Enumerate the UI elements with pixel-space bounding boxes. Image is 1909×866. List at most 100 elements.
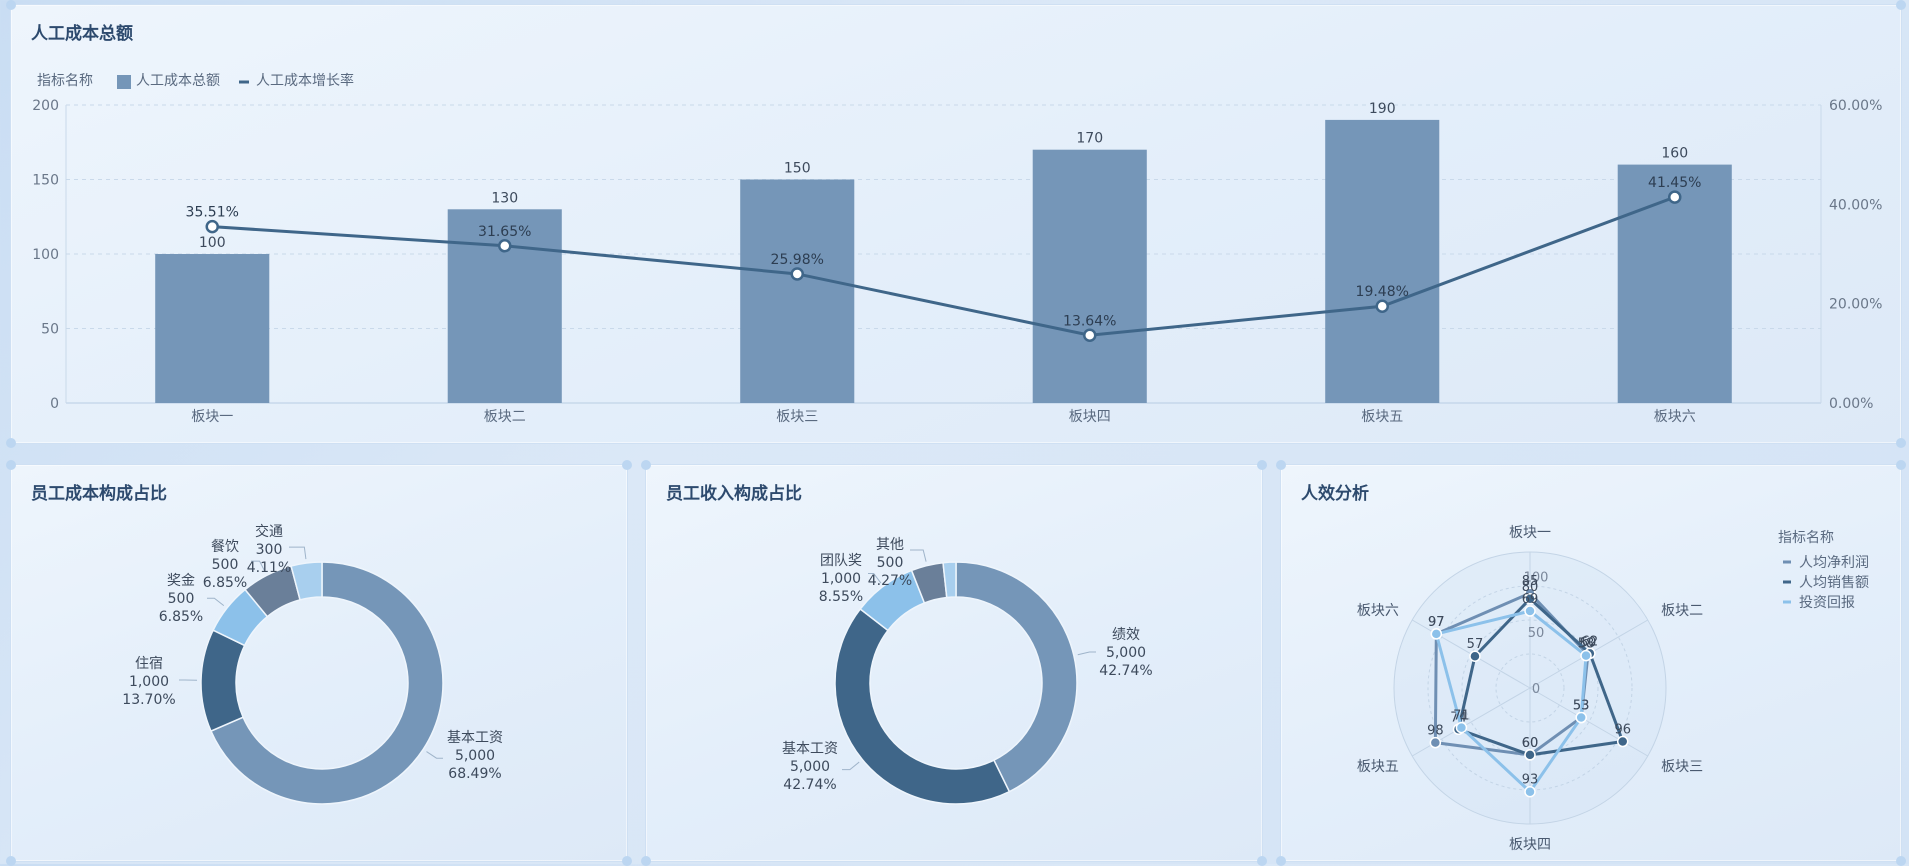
slice-value-label: 300 xyxy=(256,542,283,558)
radar-indicator-label: 板块三 xyxy=(1661,759,1703,775)
y-left-tick: 150 xyxy=(32,173,59,189)
label-leader-line xyxy=(207,598,224,605)
growth-rate-label: 13.64% xyxy=(1063,313,1116,329)
slice-value-label: 1,000 xyxy=(129,674,169,690)
radar-point xyxy=(1618,737,1628,747)
slice-percent-label: 8.55% xyxy=(819,589,863,605)
growth-rate-label: 35.51% xyxy=(186,205,239,221)
y-left-tick: 100 xyxy=(32,247,59,263)
radar-value-label: 69 xyxy=(1522,592,1539,607)
panel-corner-decoration xyxy=(1896,460,1906,470)
panel-corner-decoration xyxy=(1257,856,1267,866)
radar-point xyxy=(1431,629,1441,639)
radar-value-label: 53 xyxy=(1573,699,1590,714)
radar-value-label: 93 xyxy=(1522,773,1539,788)
bar-value-label: 130 xyxy=(491,190,518,206)
slice-value-label: 5,000 xyxy=(455,748,495,764)
slice-value-label: 5,000 xyxy=(1106,645,1146,661)
radar-point xyxy=(1581,651,1591,661)
cost-composition-chart: 基本工资5,00068.49%住宿1,00013.70%奖金5006.85%餐饮… xyxy=(11,465,627,861)
radar-scale-label: 50 xyxy=(1528,626,1545,641)
legend-label: 投资回报 xyxy=(1799,595,1855,611)
bar xyxy=(740,180,854,404)
growth-rate-label: 41.45% xyxy=(1648,175,1701,191)
radar-point xyxy=(1525,606,1535,616)
panel-corner-decoration xyxy=(6,856,16,866)
panel-corner-decoration xyxy=(1257,460,1267,470)
radar-point xyxy=(1430,738,1440,748)
growth-rate-point xyxy=(1084,330,1095,341)
slice-percent-label: 13.70% xyxy=(122,692,175,708)
legend-line-label: 人工成本增长率 xyxy=(256,72,354,89)
legend-bar-label: 人工成本总额 xyxy=(136,73,220,89)
slice-percent-label: 4.11% xyxy=(247,560,291,576)
x-tick-label: 板块六 xyxy=(1654,409,1696,425)
growth-rate-line xyxy=(212,197,1675,335)
slice-value-label: 5,000 xyxy=(790,759,830,775)
radar-point xyxy=(1525,787,1535,797)
x-tick-label: 板块一 xyxy=(191,409,233,425)
radar-indicator-label: 板块五 xyxy=(1357,759,1399,775)
growth-rate-point xyxy=(1377,301,1388,312)
slice-name-label: 基本工资 xyxy=(782,740,838,757)
slice-percent-label: 4.27% xyxy=(868,573,912,589)
radar-value-label: 71 xyxy=(1453,709,1470,724)
panel-corner-decoration xyxy=(1896,438,1906,448)
y-right-tick: 60.00% xyxy=(1829,98,1882,114)
radar-indicator-label: 板块四 xyxy=(1509,837,1551,853)
panel-corner-decoration xyxy=(1896,0,1906,10)
growth-rate-point xyxy=(499,240,510,251)
panel-corner-decoration xyxy=(1896,856,1906,866)
slice-value-label: 500 xyxy=(168,591,195,607)
slice-name-label: 交通 xyxy=(255,523,283,540)
bar-value-label: 190 xyxy=(1369,101,1396,117)
legend-bar-swatch xyxy=(117,75,131,89)
panel-corner-decoration xyxy=(622,460,632,470)
y-left-tick: 200 xyxy=(32,98,59,114)
radar-point xyxy=(1576,713,1586,723)
bar-value-label: 160 xyxy=(1661,146,1688,162)
label-leader-line xyxy=(289,547,306,559)
radar-indicator-label: 板块二 xyxy=(1661,603,1703,619)
label-leader-line xyxy=(426,752,443,759)
radar-value-label: 97 xyxy=(1428,615,1445,630)
panel-corner-decoration xyxy=(6,438,16,448)
radar-value-label: 60 xyxy=(1522,736,1539,751)
slice-value-label: 1,000 xyxy=(821,571,861,587)
radar-value-label: 58 xyxy=(1578,637,1595,652)
y-right-tick: 20.00% xyxy=(1829,297,1882,313)
radar-scale-label: 0 xyxy=(1532,682,1540,697)
bar xyxy=(1033,150,1147,403)
legend-title: 指标名称 xyxy=(1778,530,1834,546)
legend-title: 指标名称 xyxy=(37,73,93,89)
bar xyxy=(155,254,269,403)
panel-corner-decoration xyxy=(641,856,651,866)
y-right-tick: 40.00% xyxy=(1829,197,1882,213)
legend-label: 人均销售额 xyxy=(1799,575,1869,591)
slice-name-label: 其他 xyxy=(876,537,904,553)
growth-rate-point xyxy=(207,221,218,232)
growth-rate-label: 31.65% xyxy=(478,224,531,240)
radar-indicator-label: 板块一 xyxy=(1509,525,1551,541)
slice-value-label: 500 xyxy=(212,557,239,573)
efficiency-radar-chart: 板块一板块二板块三板块四板块五板块六0501008560536098978062… xyxy=(1281,465,1901,861)
panel-corner-decoration xyxy=(622,856,632,866)
x-tick-label: 板块五 xyxy=(1361,409,1403,425)
slice-percent-label: 42.74% xyxy=(1099,663,1152,679)
slice-percent-label: 42.74% xyxy=(783,777,836,793)
labor-cost-chart: 指标名称人工成本总额人工成本增长率0501001502000.00%20.00%… xyxy=(11,5,1901,443)
slice-percent-label: 6.85% xyxy=(159,609,203,625)
donut-slice xyxy=(835,609,1009,804)
bar xyxy=(1325,120,1439,403)
slice-name-label: 基本工资 xyxy=(447,729,503,746)
slice-percent-label: 6.85% xyxy=(203,575,247,591)
label-leader-line xyxy=(842,762,859,770)
y-left-tick: 0 xyxy=(50,396,59,412)
slice-name-label: 团队奖 xyxy=(820,552,862,569)
label-leader-line xyxy=(910,550,926,562)
radar-indicator-label: 板块六 xyxy=(1357,603,1399,619)
x-tick-label: 板块四 xyxy=(1069,409,1111,425)
